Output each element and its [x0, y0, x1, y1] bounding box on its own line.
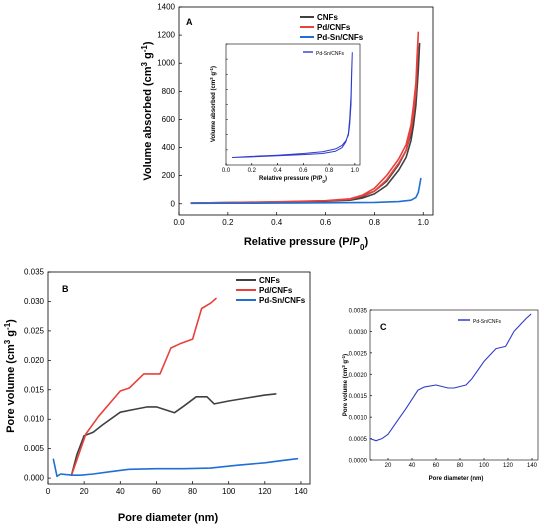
- y-tick-label: 800: [162, 87, 176, 96]
- x-tick-label: 140: [527, 463, 538, 469]
- y-tick-label: 1400: [157, 3, 175, 12]
- x-tick-label: 0.8: [325, 168, 334, 174]
- legend-entry: Pd/CNFs: [317, 23, 351, 32]
- panel-b-label: B: [62, 284, 69, 294]
- panel-b-x-axis-label: Pore diameter (nm): [118, 512, 219, 524]
- x-tick-label: 120: [503, 463, 514, 469]
- legend-entry: CNFs: [317, 13, 338, 22]
- panel-b-y-axis-label: Pore volume (cm3 g-1): [3, 319, 18, 433]
- series-line-pd-sn-cnfs: [231, 52, 353, 158]
- x-tick-label: 0.0: [222, 168, 231, 174]
- y-tick-label: 1200: [157, 31, 175, 40]
- chart-panel-c: 20 40 60 80 100 120 140 0.0000 0.0005 0.0010 0.001…: [341, 309, 539, 482]
- y-tick-label: 0.0015: [349, 394, 368, 400]
- y-tick-label: 0.0025: [349, 351, 368, 357]
- panel-c-legend: Pd-Sn/CNFs: [458, 319, 502, 325]
- panel-c-y-axis-label: Pore volume (cm3 g-1): [341, 354, 350, 416]
- y-tick-label: 0.010: [24, 415, 45, 424]
- y-tick-label: 0.0035: [349, 309, 368, 315]
- y-tick-label: 0.030: [24, 297, 45, 306]
- series-line-pd-cnfs: [190, 31, 420, 204]
- inset-y-axis-label: Volume absorbed (cm3 g-1): [209, 66, 218, 142]
- y-tick-label: 0.020: [24, 356, 45, 365]
- inset-legend: Pd-Sn/CNFs: [303, 51, 345, 57]
- y-tick-label: 200: [162, 171, 176, 180]
- inset-frame: [225, 43, 361, 166]
- chart-panel-a-inset: 0.0 0.2 0.4 0.6 0.8 1.0 Relative pressure (P/…: [209, 43, 361, 184]
- legend-entry: Pd-Sn/CNFs: [316, 51, 345, 57]
- panel-a-x-axis-label: Relative pressure (P/P0): [244, 236, 369, 252]
- x-tick-label: 80: [188, 487, 197, 496]
- panel-c-frame: [369, 309, 539, 461]
- y-tick-label: 1000: [157, 59, 175, 68]
- panel-a-label: A: [186, 17, 193, 27]
- series-line-cnfs: [70, 393, 277, 477]
- x-tick-label: 120: [258, 487, 272, 496]
- series-line-pd-sn-cnfs: [369, 313, 532, 442]
- series-line-pd-sn-cnfs: [52, 457, 299, 478]
- y-tick-label: 0.000: [24, 474, 45, 483]
- x-tick-label: 40: [116, 487, 125, 496]
- chart-panel-b: 0 20 40 60 80 100 120 140 0.000 0.005 0.010 0.015 0.…: [3, 268, 311, 524]
- y-tick-label: 600: [162, 115, 176, 124]
- x-tick-label: 100: [222, 487, 236, 496]
- x-tick-label: 60: [433, 463, 440, 469]
- x-tick-label: 140: [294, 487, 308, 496]
- chart-panel-a: 0.0 0.2 0.4 0.6 0.8 1.0 0 200 400 600 800 1000 1200 1…: [140, 3, 434, 252]
- legend-entry: Pd-Sn/CNFs: [473, 319, 502, 325]
- x-tick-label: 0.2: [222, 218, 234, 227]
- legend-entry: Pd-Sn/CNFs: [259, 296, 306, 305]
- panel-c-x-axis-label: Pore diameter (nm): [429, 476, 484, 482]
- y-tick-label: 0.0000: [349, 459, 368, 465]
- y-tick-label: 0.035: [24, 268, 45, 277]
- series-line-pd-cnfs: [70, 297, 217, 477]
- x-tick-label: 40: [409, 463, 416, 469]
- legend-entry: CNFs: [259, 276, 280, 285]
- x-tick-label: 0: [46, 487, 51, 496]
- panel-a-frame: [178, 6, 434, 216]
- inset-x-axis-label: Relative pressure (P/P0): [259, 176, 327, 184]
- y-tick-label: 0.025: [24, 326, 45, 335]
- y-tick-label: 0: [171, 199, 176, 208]
- x-tick-label: 0.0: [173, 218, 185, 227]
- y-tick-label: 400: [162, 143, 176, 152]
- y-tick-label: 0.0005: [349, 437, 368, 443]
- x-tick-label: 0.4: [271, 218, 283, 227]
- x-tick-label: 60: [152, 487, 161, 496]
- x-tick-label: 0.8: [369, 218, 381, 227]
- x-tick-label: 20: [385, 463, 392, 469]
- x-tick-label: 0.4: [273, 168, 282, 174]
- panel-a-y-axis-label: Volume absorbed (cm3 g-1): [140, 41, 155, 180]
- panel-c-label: C: [380, 322, 387, 332]
- x-tick-label: 0.2: [248, 168, 257, 174]
- x-tick-label: 1.0: [418, 218, 430, 227]
- y-tick-label: 0.005: [24, 444, 45, 453]
- x-tick-label: 100: [479, 463, 490, 469]
- y-tick-label: 0.0020: [349, 373, 368, 379]
- legend-entry: Pd-Sn/CNFs: [317, 33, 364, 42]
- x-tick-label: 80: [457, 463, 464, 469]
- y-tick-label: 0.0010: [349, 416, 368, 422]
- y-tick-label: 0.015: [24, 385, 45, 394]
- x-tick-label: 20: [80, 487, 89, 496]
- x-tick-label: 0.6: [320, 218, 332, 227]
- legend-entry: Pd/CNFs: [259, 286, 293, 295]
- series-line-pd-sn-cnfs: [190, 177, 422, 205]
- panel-b-frame: [47, 271, 311, 485]
- x-tick-label: 0.6: [299, 168, 308, 174]
- x-tick-label: 1.0: [351, 168, 360, 174]
- y-tick-label: 0.0030: [349, 330, 368, 336]
